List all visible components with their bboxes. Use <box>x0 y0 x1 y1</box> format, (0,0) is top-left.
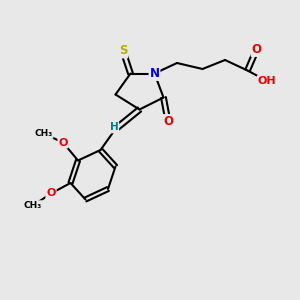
Text: O: O <box>58 137 68 148</box>
Text: S: S <box>119 44 127 58</box>
Text: N: N <box>149 67 160 80</box>
Text: O: O <box>251 43 262 56</box>
Text: CH₃: CH₃ <box>34 129 52 138</box>
Text: CH₃: CH₃ <box>24 201 42 210</box>
Text: O: O <box>46 188 56 199</box>
Text: O: O <box>163 115 173 128</box>
Text: OH: OH <box>258 76 276 86</box>
Text: H: H <box>110 122 118 133</box>
